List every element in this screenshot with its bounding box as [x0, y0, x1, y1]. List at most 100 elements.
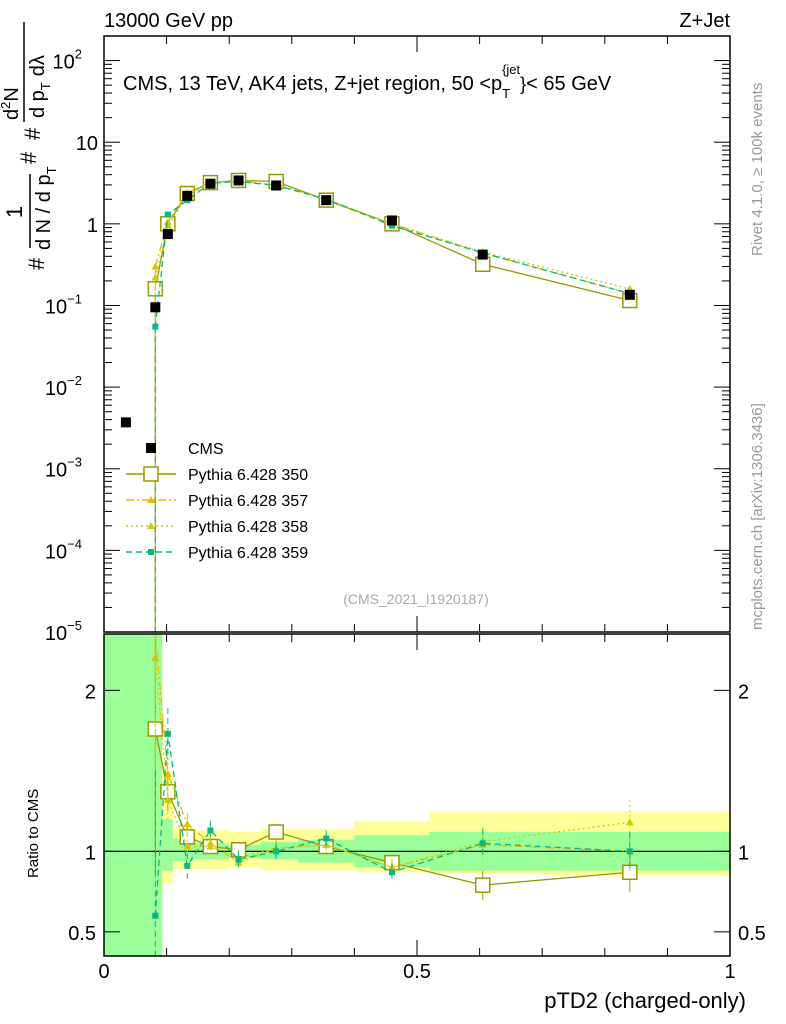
data-point [321, 195, 332, 206]
ratio-point [625, 818, 634, 826]
y-tick-label-main: 10−5 [45, 618, 82, 645]
ratio-point [388, 869, 395, 876]
y-tick-label-ratio: 2 [85, 681, 96, 703]
main-line [154, 180, 630, 290]
data-point [120, 417, 131, 428]
ratio-point [184, 862, 191, 869]
data-point [205, 178, 216, 189]
y-tick-label-ratio: 0.5 [68, 923, 96, 945]
main-point [388, 222, 395, 229]
ylabel-part-f: d [1, 109, 23, 120]
ylabel-part-k: T [38, 82, 53, 90]
legend-marker [147, 496, 155, 503]
y-tick-label-main: 10−3 [45, 455, 82, 482]
legend: CMS Pythia 6.428 350 Pythia 6.428 357 Pythi… [126, 441, 308, 562]
svg-text:#: # [16, 151, 41, 164]
legend-marker-data [146, 443, 156, 453]
ylabel-part-g: 2 [0, 102, 13, 109]
plot-title-brace: } [520, 74, 526, 94]
plot-title-sub: T [502, 86, 510, 101]
ylabel-part-d: T [44, 166, 59, 174]
legend-marker [147, 522, 155, 529]
ratio-line [154, 633, 630, 869]
ratio-line [154, 733, 630, 916]
ratio-uncertainty-bands [104, 634, 730, 956]
ratio-point [273, 848, 280, 855]
legend-marker [143, 466, 159, 482]
svg-text:d pTdλ: d pTdλ [27, 55, 53, 118]
data-point [271, 180, 282, 191]
main-line [154, 180, 631, 295]
y-tick-label-main: 102 [53, 47, 82, 74]
ratio-point [183, 819, 192, 827]
header-right: Z+Jet [679, 10, 730, 32]
ratio-point [163, 770, 172, 778]
legend-label: Pythia 6.428 357 [188, 493, 308, 510]
ratio-point [164, 730, 171, 737]
ratio-point [152, 912, 159, 919]
ratio-point [206, 842, 215, 850]
main-line [154, 179, 630, 302]
ratio-point [163, 795, 172, 803]
x-tick-label: 0.5 [403, 961, 431, 983]
data-point [477, 249, 488, 260]
ylabel-part-h: N [1, 87, 23, 101]
ratio-series-3 [152, 708, 633, 956]
main-point [151, 262, 160, 270]
ratio-point [235, 856, 242, 863]
data-point [162, 229, 173, 240]
svg-text:#: # [20, 127, 45, 140]
data-point [182, 190, 193, 201]
ratio-series [147, 633, 638, 956]
y-axis-label-ratio: Ratio to CMS [25, 789, 42, 878]
x-tick-label: 1 [724, 961, 735, 983]
y-tick-label-ratio-right: 0.5 [738, 923, 766, 945]
ratio-point [268, 824, 284, 840]
svg-text:#: # [24, 257, 49, 270]
ratio-point [474, 877, 491, 893]
y-tick-label-main: 10 [76, 133, 98, 155]
legend-label: Pythia 6.428 358 [188, 519, 308, 536]
main-series-3 [152, 178, 633, 632]
ratio-point [183, 842, 192, 850]
ratio-point [151, 654, 160, 662]
main-series-1 [151, 177, 634, 632]
main-line [154, 180, 631, 327]
plot-title-main: CMS, 13 TeV, AK4 jets, Z+jet region, 50 … [123, 73, 502, 95]
svg-text:d2N: d2N [0, 87, 23, 120]
rivet-note: Rivet 4.1.0, ≥ 100k events [749, 83, 766, 256]
analysis-id: (CMS_2021_I1920187) [343, 591, 489, 607]
main-series-0 [147, 172, 638, 632]
y-tick-label-main: 10−4 [45, 536, 82, 563]
main-frame [103, 35, 731, 633]
y-axis-label-main: # 1 d N / d pT # d2N # d pTdλ [0, 22, 59, 270]
ylabel-part-b: 1 [2, 206, 27, 218]
ylabel-part-e: # [16, 151, 41, 164]
y-tick-label-main: 10−2 [45, 373, 82, 400]
legend-label: Pythia 6.428 350 [188, 467, 308, 484]
y-tick-label-ratio-right: 1 [738, 842, 749, 864]
ratio-frame [103, 633, 731, 957]
svg-text:d N / d pT: d N / d pT [33, 166, 59, 250]
x-axis-label: pTD2 (charged-only) [544, 988, 746, 1013]
data-point [233, 175, 244, 186]
main-point [152, 323, 159, 330]
ylabel-part-c: d N / d p [33, 174, 55, 250]
ratio-point [626, 848, 633, 855]
y-tick-label-ratio: 1 [85, 842, 96, 864]
legend-label-data: CMS [188, 441, 224, 458]
y-tick-label-ratio-right: 2 [738, 681, 749, 703]
data-points [120, 175, 635, 428]
legend-label: Pythia 6.428 359 [188, 545, 308, 562]
ratio-point [479, 840, 486, 847]
mcplots-note: mcplots.cern.ch [arXiv:1306.3436] [749, 403, 766, 630]
ratio-line [154, 728, 630, 886]
y-tick-label-main: 1 [87, 215, 98, 237]
ratio-line [154, 658, 630, 869]
main-series-2 [151, 176, 634, 632]
data-point [624, 289, 635, 300]
main-point [164, 211, 171, 218]
plot-title-tail: < 65 GeV [526, 73, 612, 95]
